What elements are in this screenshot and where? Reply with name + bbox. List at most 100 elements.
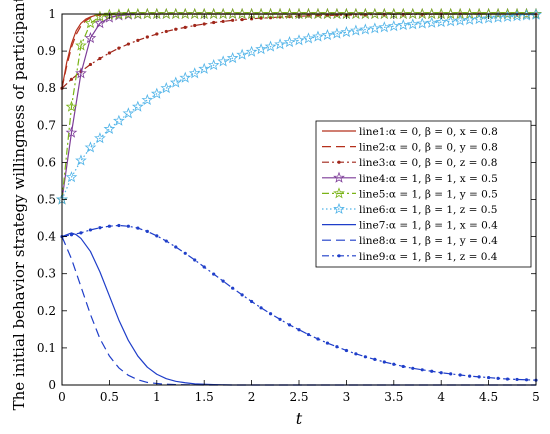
legend-label: line4:α = 1, β = 1, x = 0.5	[359, 173, 498, 185]
data-point	[75, 39, 87, 51]
data-point	[98, 226, 102, 230]
legend-entry: line8:α = 1, β = 1, y = 0.4	[322, 235, 498, 247]
data-point	[368, 7, 381, 19]
data-point	[397, 18, 410, 31]
data-point	[183, 25, 187, 29]
data-point	[406, 7, 419, 19]
data-point	[150, 87, 163, 99]
data-point	[250, 299, 254, 304]
data-point	[344, 348, 348, 353]
legend-entry: line3:α = 0, β = 0, z = 0.8	[322, 157, 497, 169]
data-point	[350, 7, 362, 19]
data-point	[179, 7, 192, 19]
data-point	[505, 377, 510, 381]
data-point	[198, 62, 211, 74]
data-point	[274, 7, 286, 19]
data-point	[312, 7, 324, 19]
data-point	[454, 14, 467, 26]
data-point	[84, 31, 97, 44]
legend-entries: line1:α = 0, β = 0, x = 0.8 line2:α = 0, …	[322, 126, 498, 263]
data-point	[65, 171, 78, 183]
data-point	[463, 13, 476, 25]
data-point	[312, 30, 324, 42]
data-point	[354, 352, 358, 356]
data-point	[316, 337, 320, 341]
data-point	[387, 20, 400, 32]
data-point	[473, 7, 485, 19]
legend-label: line8:α = 1, β = 1, y = 0.4	[359, 235, 498, 247]
data-point	[103, 122, 116, 134]
data-point	[103, 11, 116, 23]
data-point	[117, 223, 121, 228]
legend-marker	[337, 160, 341, 164]
y-tick-label: 0.3	[37, 267, 56, 281]
legend-entry: line1:α = 0, β = 0, x = 0.8	[322, 126, 498, 138]
data-point	[145, 35, 149, 39]
series-line	[61, 13, 536, 89]
data-point	[515, 377, 519, 382]
x-tick-label: 0	[58, 390, 66, 404]
data-point	[335, 345, 339, 349]
legend-label: line7:α = 1, β = 1, x = 0.4	[359, 220, 498, 232]
data-point	[264, 7, 277, 19]
legend-marker	[337, 254, 341, 258]
data-point	[145, 229, 149, 234]
legend-label: line6:α = 1, β = 1, z = 0.5	[359, 204, 497, 216]
data-point	[287, 323, 292, 327]
data-point	[524, 378, 529, 382]
data-point	[501, 10, 514, 22]
data-point	[420, 368, 424, 372]
series-line	[61, 224, 537, 381]
y-tick-label: 0.4	[37, 230, 56, 244]
data-point	[520, 7, 533, 19]
data-point	[259, 306, 263, 310]
data-point	[283, 36, 296, 48]
y-tick-label: 0.6	[37, 155, 56, 169]
data-point	[236, 7, 248, 19]
data-point	[240, 17, 244, 22]
data-point	[107, 224, 111, 228]
data-point	[477, 375, 481, 379]
data-point	[226, 52, 239, 64]
data-point	[141, 7, 154, 19]
y-tick-label: 0.7	[37, 118, 56, 132]
data-point	[202, 22, 206, 26]
data-point	[122, 107, 135, 119]
data-point	[430, 369, 434, 373]
data-point	[411, 366, 415, 370]
data-point	[255, 43, 267, 55]
data-point	[435, 16, 448, 28]
data-point	[136, 226, 140, 230]
data-point	[221, 19, 225, 24]
data-point	[183, 251, 187, 255]
data-point	[406, 18, 419, 30]
data-point	[174, 245, 178, 249]
data-point	[397, 7, 410, 19]
data-point	[425, 7, 438, 19]
legend-entry: line2:α = 0, β = 0, y = 0.8	[322, 142, 498, 154]
y-tick-label: 0.1	[37, 341, 56, 355]
data-point	[84, 17, 97, 29]
data-point	[212, 20, 216, 25]
data-point	[113, 8, 125, 20]
data-point	[113, 114, 125, 126]
data-point	[164, 29, 168, 34]
data-point	[188, 67, 201, 79]
x-tick-label: 5	[532, 390, 540, 404]
data-point	[325, 341, 330, 345]
data-point	[392, 362, 396, 366]
data-point	[401, 364, 405, 369]
y-tick-label: 1	[48, 7, 56, 21]
legend-box	[315, 120, 532, 268]
legend-marker	[333, 202, 345, 214]
series-1	[61, 13, 536, 89]
data-point	[302, 7, 315, 19]
data-point	[155, 32, 159, 36]
data-point	[236, 48, 248, 60]
data-point	[164, 239, 168, 243]
series-3	[60, 12, 538, 90]
data-point	[141, 93, 154, 106]
legend-entry: line7:α = 1, β = 1, x = 0.4	[322, 220, 498, 232]
data-point	[226, 7, 239, 19]
